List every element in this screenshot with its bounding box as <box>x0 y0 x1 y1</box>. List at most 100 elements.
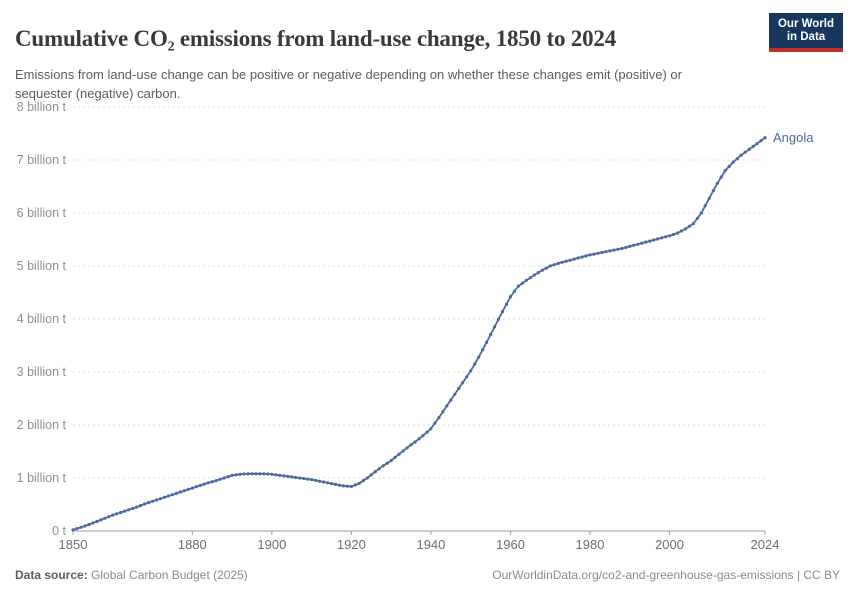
data-point-marker <box>532 273 536 277</box>
data-point-marker <box>186 487 190 491</box>
y-axis-tick-label: 3 billion t <box>17 365 67 379</box>
data-point-marker <box>735 157 739 161</box>
data-point-marker <box>294 475 298 480</box>
owid-logo-line1: Our World <box>777 18 834 30</box>
data-point-marker <box>552 263 556 267</box>
x-axis-tick-label: 1900 <box>257 537 286 552</box>
data-point-marker <box>691 222 696 226</box>
data-point-marker <box>524 278 529 282</box>
y-axis-tick-label: 1 billion t <box>17 471 67 485</box>
owid-logo[interactable]: Our World in Data <box>769 13 843 52</box>
data-point-marker <box>218 477 222 481</box>
data-point-marker <box>341 484 345 488</box>
data-point-marker <box>723 169 727 173</box>
data-point-marker <box>636 242 640 246</box>
data-point-marker <box>377 467 381 471</box>
data-point-marker <box>620 246 624 251</box>
data-point-marker <box>194 485 198 489</box>
series-path <box>72 136 766 531</box>
data-point-marker <box>580 255 584 259</box>
data-point-marker <box>99 518 103 522</box>
series-line-angola[interactable] <box>71 136 767 532</box>
data-point-marker <box>306 477 310 481</box>
data-point-marker <box>520 281 525 285</box>
series-entity-label[interactable]: Angola <box>773 130 814 145</box>
data-point-marker <box>473 362 477 366</box>
data-point-marker <box>461 381 465 385</box>
data-point-marker <box>178 490 182 494</box>
data-point-marker <box>699 211 704 215</box>
data-point-marker <box>230 473 234 477</box>
data-point-marker <box>162 495 167 499</box>
data-point-marker <box>477 355 481 359</box>
data-point-marker <box>87 523 91 527</box>
x-axis-tick-label: 1960 <box>496 537 525 552</box>
footer-license-link[interactable]: OurWorldinData.org/co2-and-greenhouse-ga… <box>492 568 840 582</box>
data-point-marker <box>318 479 322 483</box>
data-point-marker <box>310 478 314 482</box>
data-point-marker <box>604 250 608 254</box>
data-point-marker <box>127 508 131 512</box>
data-point-marker <box>158 497 163 501</box>
y-axis-tick-label: 8 billion t <box>17 100 67 114</box>
x-axis-tick-label: 1850 <box>59 537 88 552</box>
data-point-marker <box>274 473 278 477</box>
data-point-marker <box>481 348 485 352</box>
data-point-marker <box>71 528 75 532</box>
data-point-marker <box>628 244 632 248</box>
data-point-marker <box>731 160 735 164</box>
data-point-marker <box>504 302 509 306</box>
data-point-marker <box>445 404 449 408</box>
data-point-marker <box>170 493 174 497</box>
data-point-marker <box>417 437 421 441</box>
data-point-marker <box>369 473 373 477</box>
data-point-marker <box>433 421 437 425</box>
data-point-marker <box>548 264 552 268</box>
data-point-marker <box>314 478 318 482</box>
data-point-marker <box>302 476 306 481</box>
data-point-marker <box>600 250 604 255</box>
x-axis-tick-label: 1920 <box>337 537 366 552</box>
data-point-marker <box>365 476 369 480</box>
data-point-marker <box>111 513 115 517</box>
x-axis-tick-label: 2024 <box>751 537 780 552</box>
data-point-marker <box>413 440 417 444</box>
data-point-marker <box>759 139 763 143</box>
data-point-marker <box>266 472 270 476</box>
data-point-marker <box>270 472 274 476</box>
data-point-marker <box>695 216 700 220</box>
data-point-marker <box>763 136 767 140</box>
data-point-marker <box>329 482 334 486</box>
data-point-marker <box>91 521 95 525</box>
data-point-marker <box>214 479 218 483</box>
data-point-marker <box>278 473 282 477</box>
data-point-marker <box>222 476 226 480</box>
data-point-marker <box>576 256 580 260</box>
data-point-marker <box>119 510 123 515</box>
data-point-marker <box>154 498 159 502</box>
y-axis-tick-label: 6 billion t <box>17 206 67 220</box>
y-axis-tick-label: 5 billion t <box>17 259 67 273</box>
chart-subtitle: Emissions from land-use change can be po… <box>15 67 682 101</box>
data-point-marker <box>711 189 715 193</box>
data-point-marker <box>743 150 747 154</box>
data-point-marker <box>290 475 294 479</box>
data-point-marker <box>147 501 151 505</box>
data-point-marker <box>234 473 238 477</box>
data-point-marker <box>210 480 214 484</box>
data-point-marker <box>668 234 672 238</box>
data-point-marker <box>544 266 548 270</box>
data-point-marker <box>500 310 505 314</box>
data-point-marker <box>560 260 564 264</box>
data-point-marker <box>644 240 648 244</box>
data-point-marker <box>528 276 533 280</box>
data-point-marker <box>409 443 413 447</box>
data-point-marker <box>139 504 143 508</box>
data-point-marker <box>656 237 660 241</box>
data-point-marker <box>437 416 441 420</box>
data-point-marker <box>707 196 711 200</box>
data-point-marker <box>508 295 513 299</box>
data-point-marker <box>405 446 409 450</box>
data-point-marker <box>103 516 107 520</box>
data-point-marker <box>357 481 361 485</box>
